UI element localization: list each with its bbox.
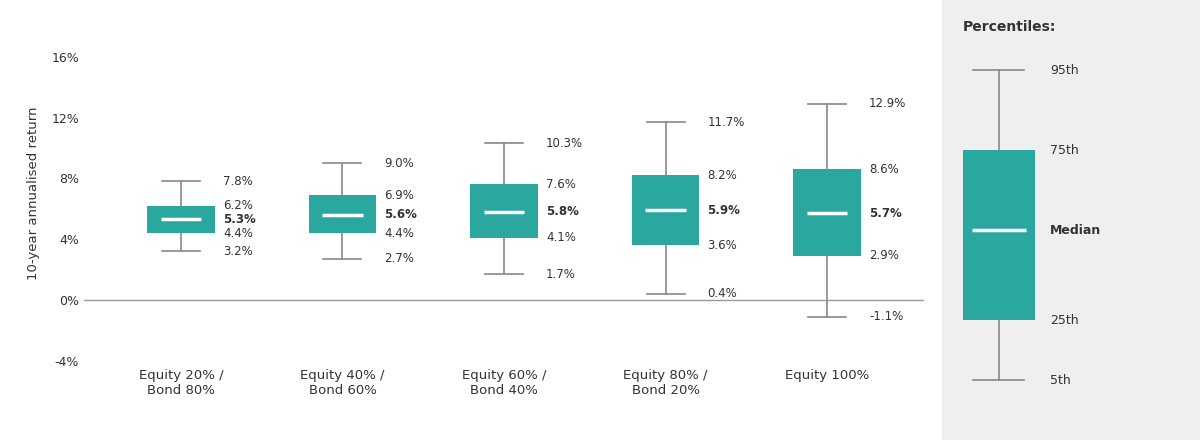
Text: 0.4%: 0.4% — [708, 287, 737, 301]
Text: 4.4%: 4.4% — [223, 227, 253, 240]
Text: 4.4%: 4.4% — [384, 227, 414, 240]
Text: 3.2%: 3.2% — [223, 245, 253, 258]
Text: 7.8%: 7.8% — [223, 175, 253, 188]
Text: 12.9%: 12.9% — [869, 97, 906, 110]
Bar — [308, 195, 377, 233]
Text: Percentiles:: Percentiles: — [962, 20, 1056, 34]
Text: 75th: 75th — [1050, 143, 1079, 157]
Y-axis label: 10-year annualised return: 10-year annualised return — [28, 107, 41, 280]
Text: 2.7%: 2.7% — [384, 253, 414, 265]
Text: 95th: 95th — [1050, 63, 1079, 77]
Text: 6.2%: 6.2% — [223, 199, 253, 212]
Text: 6.9%: 6.9% — [384, 189, 414, 202]
Text: 7.6%: 7.6% — [546, 178, 576, 191]
Bar — [148, 206, 215, 233]
Bar — [962, 150, 1034, 320]
Text: 5th: 5th — [1050, 374, 1072, 386]
Text: 5.3%: 5.3% — [223, 213, 256, 226]
Text: -1.1%: -1.1% — [869, 310, 904, 323]
Text: 10.3%: 10.3% — [546, 137, 583, 150]
Text: 25th: 25th — [1050, 313, 1079, 326]
Text: 8.6%: 8.6% — [869, 163, 899, 176]
Text: 2.9%: 2.9% — [869, 249, 899, 262]
Bar — [793, 169, 862, 256]
Bar — [470, 184, 538, 238]
Text: 9.0%: 9.0% — [384, 157, 414, 170]
Text: 5.6%: 5.6% — [384, 209, 418, 221]
Text: 11.7%: 11.7% — [708, 116, 745, 128]
Text: 3.6%: 3.6% — [708, 239, 737, 252]
Text: Median: Median — [1050, 224, 1102, 236]
Text: 1.7%: 1.7% — [546, 268, 576, 281]
Text: 8.2%: 8.2% — [708, 169, 737, 182]
Text: 5.8%: 5.8% — [546, 205, 578, 218]
Text: 4.1%: 4.1% — [546, 231, 576, 244]
Text: 5.7%: 5.7% — [869, 207, 902, 220]
Text: 5.9%: 5.9% — [708, 204, 740, 217]
Bar — [631, 176, 700, 245]
